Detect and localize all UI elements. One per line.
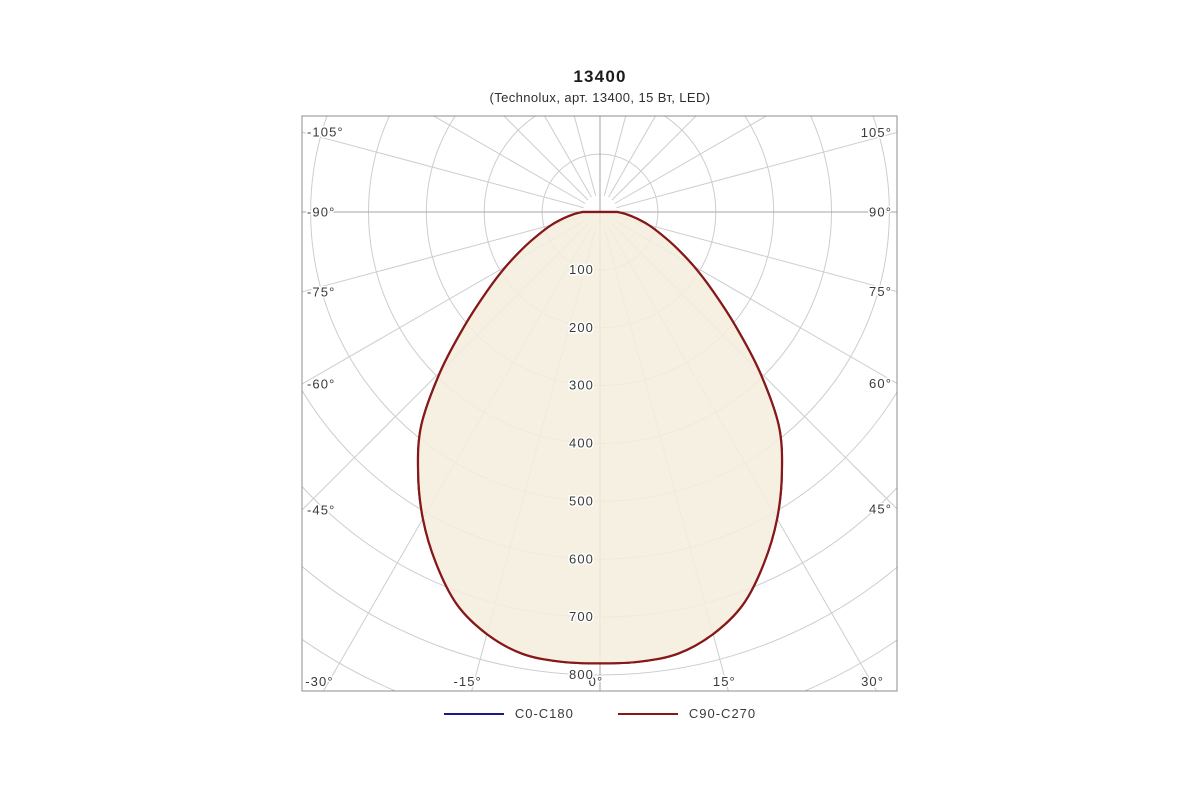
radius-tick-label: 600 (569, 551, 594, 566)
angle-tick-label: -90° (307, 205, 335, 220)
angle-tick-label: -30° (305, 674, 333, 689)
angle-tick-label: -60° (307, 377, 335, 392)
angle-tick-label: -105° (307, 125, 344, 140)
legend: C0-C180 C90-C270 (0, 706, 1200, 721)
angle-tick-label: 105° (861, 125, 892, 140)
chart-subtitle: (Technolux, арт. 13400, 15 Вт, LED) (489, 90, 711, 105)
plot-border (301, 115, 898, 692)
radius-tick-label: 500 (569, 493, 594, 508)
legend-label: C90-C270 (688, 706, 757, 721)
curve-c90-c270 (416, 210, 784, 665)
chart-title: 13400 (573, 67, 627, 86)
radius-tick-label: 100 (569, 262, 594, 277)
angle-tick-labels: -105° -90° -75° -60° -45° -30° -15° 0° 15° 30° 45°… (304, 123, 893, 690)
angle-tick-label: 90° (869, 205, 892, 220)
angle-tick-label: -15° (453, 674, 481, 689)
radius-tick-label: 800 (569, 667, 594, 682)
legend-item-c0-c180: C0-C180 (443, 706, 574, 721)
legend-line-swatch-red (617, 712, 678, 715)
angle-tick-label: 60° (869, 376, 892, 391)
angle-tick-label: 30° (861, 674, 884, 689)
angle-tick-label: 15° (713, 674, 736, 689)
angle-tick-label: -45° (307, 503, 335, 518)
angle-tick-label: 0° (589, 674, 604, 689)
radius-tick-labels: 100 200 300 400 500 600 700 800 (568, 260, 595, 683)
angle-tick-label: 75° (869, 284, 892, 299)
radius-tick-label: 300 (569, 378, 594, 393)
angle-tick-label: 45° (869, 502, 892, 517)
angle-tick-label: -75° (307, 284, 335, 299)
legend-item-c90-c270: C90-C270 (617, 706, 757, 721)
radius-tick-label: 400 (569, 436, 594, 451)
radius-tick-label: 700 (569, 609, 594, 624)
title-block: 13400 (Technolux, арт. 13400, 15 Вт, LED… (0, 66, 1200, 107)
legend-label: C0-C180 (514, 706, 574, 721)
legend-line-swatch-blue (443, 712, 504, 715)
radius-tick-label: 200 (569, 320, 594, 335)
